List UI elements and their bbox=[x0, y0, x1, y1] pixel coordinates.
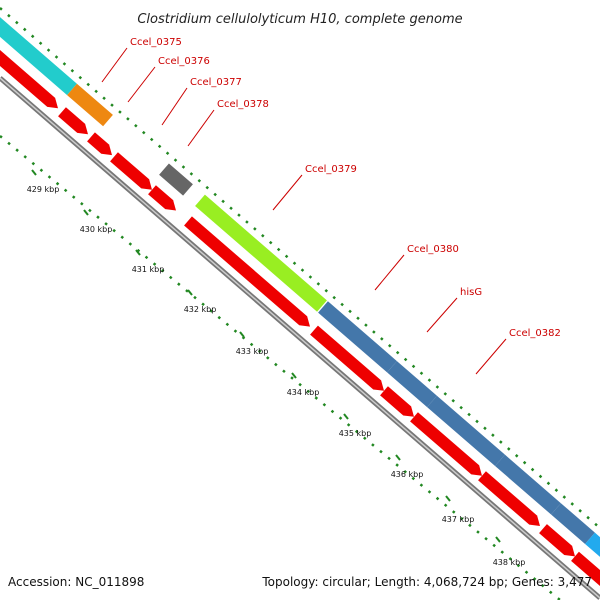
map-title: Clostridium cellulolyticum H10, complete… bbox=[137, 12, 462, 27]
kbp-tick-label: 430 kbp bbox=[80, 225, 113, 234]
kbp-tick-mark bbox=[495, 536, 501, 543]
kbp-tick-mark bbox=[445, 495, 451, 502]
kbp-tick-mark bbox=[291, 372, 297, 379]
kbp-tick-label: 429 kbp bbox=[27, 185, 60, 194]
gene-label: hisG bbox=[460, 287, 482, 298]
gene-leader-line bbox=[161, 87, 188, 126]
kbp-tick-label: 435 kbp bbox=[339, 429, 372, 438]
kbp-tick-label: 431 kbp bbox=[132, 265, 165, 274]
gene-label: Ccel_0377 bbox=[190, 77, 242, 88]
accession-label: Accession: NC_011898 bbox=[8, 575, 144, 589]
kbp-tick-mark bbox=[135, 249, 141, 256]
gene-label: Ccel_0378 bbox=[217, 99, 269, 110]
gene-label-layer: Ccel_0375 Ccel_0376 Ccel_0377 Ccel_0378 Ccel… bbox=[101, 37, 561, 375]
gene-leader-line bbox=[127, 66, 156, 103]
gene-leader-line bbox=[426, 297, 458, 333]
cds-arrow bbox=[571, 551, 600, 596]
gene-block-steelblue bbox=[551, 503, 595, 545]
cds-arrow bbox=[0, 44, 59, 109]
cds-arrow bbox=[410, 412, 483, 476]
kbp-tick-label: 434 kbp bbox=[287, 388, 320, 397]
gene-label: Ccel_0376 bbox=[158, 56, 210, 67]
gene-block-gray bbox=[159, 163, 193, 196]
gene-block-cyan bbox=[0, 12, 77, 96]
kbp-tick-label: 437 kbp bbox=[442, 515, 475, 524]
kbp-tick-mark bbox=[239, 331, 245, 338]
gene-leader-line bbox=[374, 254, 405, 291]
gene-block-steelblue bbox=[387, 361, 437, 408]
gene-label: Ccel_0380 bbox=[407, 244, 459, 255]
cds-arrow bbox=[310, 325, 385, 391]
cds-arrow bbox=[539, 524, 576, 557]
kbp-tick-label: 438 kbp bbox=[493, 558, 526, 567]
gene-leader-line bbox=[272, 174, 303, 211]
cds-arrow bbox=[87, 132, 113, 156]
gene-leader-line bbox=[475, 338, 507, 375]
outer-tick-ring bbox=[0, 7, 600, 529]
gene-block-steelblue bbox=[318, 301, 397, 373]
gene-label: Ccel_0375 bbox=[130, 37, 182, 48]
cds-arrow bbox=[148, 185, 176, 211]
genome-summary: Topology: circular; Length: 4,068,724 bp… bbox=[261, 575, 592, 589]
cds-arrow bbox=[58, 107, 89, 135]
gene-leader-line bbox=[101, 47, 128, 83]
kbp-tick-mark bbox=[187, 289, 193, 296]
gene-block-orange bbox=[67, 83, 113, 127]
kbp-tick-layer: 429 kbp 430 kbp 431 kbp 432 kbp 433 kbp 434 k… bbox=[27, 169, 526, 567]
gene-label: Ccel_0382 bbox=[509, 328, 561, 339]
kbp-tick-mark bbox=[83, 209, 89, 216]
gene-block-steelblue bbox=[427, 395, 505, 467]
kbp-tick-mark bbox=[395, 454, 401, 461]
kbp-tick-label: 432 kbp bbox=[184, 305, 217, 314]
kbp-tick-label: 436 kbp bbox=[391, 470, 424, 479]
gene-block-steelblue bbox=[495, 454, 561, 515]
gene-block-skyblue bbox=[585, 532, 600, 571]
inner-tick-ring bbox=[0, 135, 561, 600]
cds-arrow bbox=[380, 386, 415, 417]
genome-backbone bbox=[0, 76, 600, 600]
feature-layer bbox=[0, 12, 600, 596]
gene-block-lime bbox=[195, 194, 327, 312]
gene-leader-line bbox=[187, 109, 215, 147]
kbp-tick-mark bbox=[31, 169, 37, 176]
cds-arrow bbox=[110, 152, 153, 190]
cds-arrow bbox=[478, 471, 541, 527]
kbp-tick-mark bbox=[343, 413, 349, 420]
kbp-tick-label: 433 kbp bbox=[236, 347, 269, 356]
gene-label: Ccel_0379 bbox=[305, 164, 357, 175]
cds-arrow bbox=[184, 216, 311, 327]
